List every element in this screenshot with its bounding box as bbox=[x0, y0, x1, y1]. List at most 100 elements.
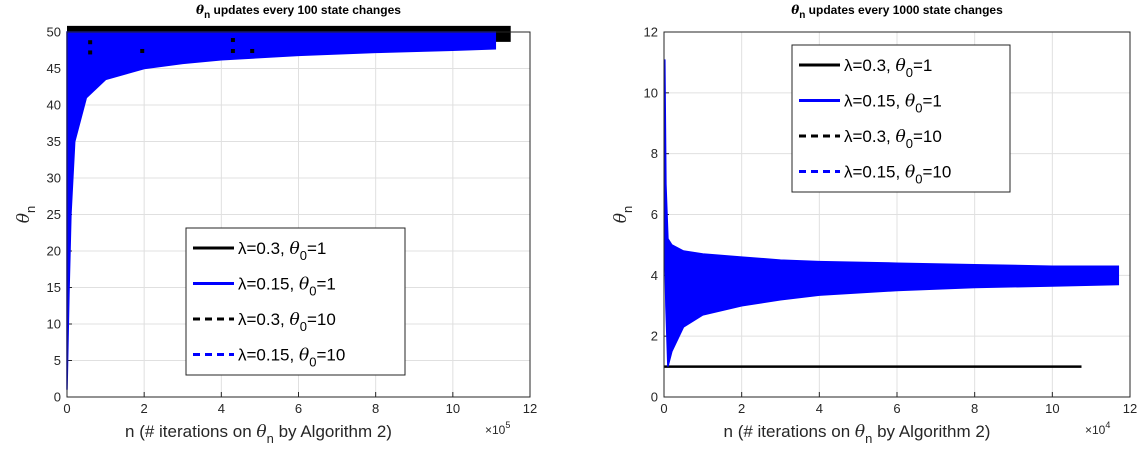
x-axis-exponent: ×105 bbox=[485, 420, 510, 437]
legend-value: =10 bbox=[307, 310, 336, 329]
y-tick-label: 10 bbox=[644, 85, 658, 100]
x-tick-label: 10 bbox=[446, 401, 460, 416]
legend-value: =1 bbox=[307, 239, 326, 258]
y-tick-label: 0 bbox=[54, 390, 61, 405]
y-tick-label: 0 bbox=[651, 390, 658, 405]
legend-subscript: 0 bbox=[300, 319, 307, 334]
legend-entry-3: λ=0.3, θ0=10 bbox=[238, 310, 336, 334]
legend-subscript: 0 bbox=[300, 248, 307, 263]
title-theta: θ bbox=[791, 3, 799, 17]
y-tick-label: 4 bbox=[651, 268, 658, 283]
y-tick-label: 50 bbox=[47, 25, 61, 40]
y-label-theta: θ bbox=[611, 213, 631, 223]
legend-theta: θ bbox=[299, 346, 309, 366]
x-tick-label: 4 bbox=[816, 401, 823, 416]
chart-title: θn updates every 100 state changes bbox=[196, 3, 401, 21]
legend-subscript: 0 bbox=[906, 136, 913, 151]
legend-entry-4: λ=0.15, θ0=10 bbox=[238, 346, 345, 370]
legend-box bbox=[185, 227, 406, 376]
x-label-subscript: n bbox=[865, 431, 872, 446]
legend-subscript: 0 bbox=[915, 172, 922, 187]
legend-value: =1 bbox=[316, 275, 335, 294]
series-marker bbox=[230, 38, 235, 43]
legend-value: =10 bbox=[316, 346, 345, 365]
y-tick-label: 20 bbox=[47, 244, 61, 259]
y-tick-label: 40 bbox=[47, 98, 61, 113]
x-axis-label: n (# iterations on θn by Algorithm 2) bbox=[724, 422, 991, 446]
y-tick-label: 45 bbox=[47, 61, 61, 76]
legend-lambda: λ=0.15, bbox=[844, 92, 905, 111]
legend-theta: θ bbox=[896, 127, 906, 147]
legend-value: =10 bbox=[913, 127, 942, 146]
series-marker bbox=[230, 48, 235, 53]
x-tick-label: 4 bbox=[218, 401, 225, 416]
x-tick-label: 2 bbox=[141, 401, 148, 416]
legend-subscript: 0 bbox=[906, 65, 913, 80]
x-exponent-base: ×10 bbox=[1085, 423, 1106, 437]
legend-subscript: 0 bbox=[309, 284, 316, 299]
x-tick-label: 12 bbox=[523, 401, 537, 416]
y-tick-label: 12 bbox=[644, 25, 658, 40]
legend-entry-1: λ=0.3, θ0=1 bbox=[238, 239, 326, 263]
legend-box bbox=[791, 44, 1011, 193]
x-label-theta: θ bbox=[256, 422, 266, 442]
series-marker bbox=[250, 48, 255, 53]
axes-box bbox=[66, 31, 531, 398]
x-exponent-power: 5 bbox=[505, 420, 510, 430]
legend-entry-1: λ=0.3, θ0=1 bbox=[844, 56, 932, 80]
x-exponent-base: ×10 bbox=[485, 423, 506, 437]
y-label-theta: θ bbox=[14, 213, 34, 223]
x-tick-label: 10 bbox=[1045, 401, 1059, 416]
legend-theta: θ bbox=[905, 92, 915, 112]
x-tick-label: 2 bbox=[738, 401, 745, 416]
series-marker bbox=[140, 48, 145, 53]
x-axis-label: n (# iterations on θn by Algorithm 2) bbox=[125, 422, 392, 446]
axes-box bbox=[663, 31, 1131, 398]
x-axis-exponent: ×104 bbox=[1085, 420, 1110, 437]
legend-lambda: λ=0.15, bbox=[844, 163, 905, 182]
y-tick-label: 10 bbox=[47, 317, 61, 332]
x-label-text-b: by Algorithm 2) bbox=[872, 422, 990, 441]
title-subscript: n bbox=[799, 10, 805, 21]
series-marker bbox=[88, 50, 93, 55]
y-axis-label: θn bbox=[611, 206, 635, 223]
title-text: updates every 1000 state changes bbox=[805, 3, 1003, 17]
x-tick-label: 0 bbox=[660, 401, 667, 416]
legend-entry-2: λ=0.15, θ0=1 bbox=[844, 92, 942, 116]
title-theta: θ bbox=[196, 3, 204, 17]
legend-entry-4: λ=0.15, θ0=10 bbox=[844, 163, 951, 187]
x-tick-label: 6 bbox=[893, 401, 900, 416]
legend-subscript: 0 bbox=[309, 355, 316, 370]
legend-value: =10 bbox=[922, 163, 951, 182]
y-tick-label: 30 bbox=[47, 171, 61, 186]
y-label-subscript: n bbox=[620, 206, 635, 213]
x-label-text-b: by Algorithm 2) bbox=[274, 422, 392, 441]
legend-value: =1 bbox=[922, 92, 941, 111]
series-marker bbox=[88, 40, 93, 45]
x-tick-label: 0 bbox=[63, 401, 70, 416]
chart-title: θn updates every 1000 state changes bbox=[791, 3, 1003, 21]
title-subscript: n bbox=[204, 10, 210, 21]
y-tick-label: 2 bbox=[651, 329, 658, 344]
legend-lambda: λ=0.3, bbox=[844, 56, 896, 75]
y-tick-label: 25 bbox=[47, 207, 61, 222]
y-tick-label: 6 bbox=[651, 207, 658, 222]
legend-lambda: λ=0.15, bbox=[238, 346, 299, 365]
x-tick-label: 8 bbox=[372, 401, 379, 416]
y-axis-label: θn bbox=[14, 206, 38, 223]
legend-lambda: λ=0.3, bbox=[238, 239, 290, 258]
legend-theta: θ bbox=[290, 310, 300, 330]
legend-theta: θ bbox=[290, 239, 300, 259]
x-tick-label: 12 bbox=[1123, 401, 1137, 416]
legend-theta: θ bbox=[896, 56, 906, 76]
title-text: updates every 100 state changes bbox=[210, 3, 401, 17]
legend-entry-2: λ=0.15, θ0=1 bbox=[238, 275, 336, 299]
x-tick-label: 8 bbox=[971, 401, 978, 416]
y-tick-label: 8 bbox=[651, 146, 658, 161]
legend-entry-3: λ=0.3, θ0=10 bbox=[844, 127, 942, 151]
y-tick-label: 35 bbox=[47, 134, 61, 149]
x-label-theta: θ bbox=[855, 422, 865, 442]
